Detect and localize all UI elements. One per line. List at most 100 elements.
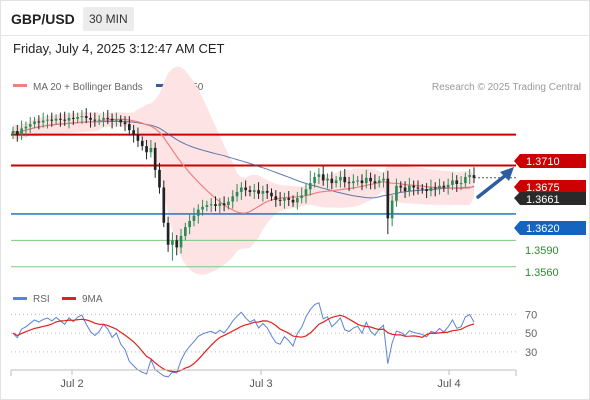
candle-body <box>451 180 454 185</box>
candle <box>433 182 437 197</box>
price-label-current: 1.3661 <box>514 192 586 206</box>
candle-body <box>50 119 54 121</box>
candle <box>304 183 308 204</box>
candle-body <box>24 126 28 129</box>
candle <box>123 116 127 132</box>
candle <box>334 176 338 188</box>
price-label-r1: 1.3675 <box>514 180 586 194</box>
candle-body <box>472 175 476 178</box>
candle <box>248 185 252 197</box>
candle <box>459 176 463 191</box>
candle <box>71 110 75 125</box>
candle-body <box>179 235 183 248</box>
candle <box>425 183 428 199</box>
candle-body <box>54 118 58 121</box>
candle-body <box>20 128 23 135</box>
ma20-line <box>12 118 475 214</box>
bollinger-band-area <box>13 66 474 275</box>
candle-body <box>438 185 441 189</box>
rsi-ma-legend-swatch <box>62 297 76 300</box>
candle <box>106 109 110 125</box>
candle <box>377 176 381 188</box>
candle-body <box>15 131 19 135</box>
candle <box>89 112 92 128</box>
candle-body <box>429 187 433 192</box>
ma20-legend-label: MA 20 + Bollinger Bands <box>33 82 143 93</box>
candle <box>235 183 239 202</box>
candle-body <box>59 118 62 120</box>
price-levels <box>11 133 516 268</box>
candle <box>24 121 28 137</box>
candle-body <box>106 117 110 119</box>
candle <box>429 179 433 197</box>
header-divider <box>0 35 590 36</box>
forecast-arrow <box>476 167 514 199</box>
candle-body <box>119 119 123 123</box>
candle <box>214 196 217 212</box>
candle-body <box>300 195 303 199</box>
candle-body <box>240 187 243 192</box>
candle <box>166 216 170 252</box>
candle <box>145 139 148 160</box>
timeframe-button[interactable]: 30 MIN <box>83 7 134 31</box>
candle-body <box>339 176 342 181</box>
candle-body <box>235 191 239 197</box>
candle <box>162 180 166 228</box>
candle-body <box>227 201 230 206</box>
rsi-level-label-50: 50 <box>525 328 537 340</box>
candle <box>179 228 183 254</box>
rsi-ma-line <box>12 314 475 373</box>
candle-body <box>110 118 114 121</box>
candle-body <box>455 180 459 184</box>
candle-body <box>291 199 295 203</box>
candle <box>352 174 355 190</box>
time-tick-label-2: Jul 4 <box>437 378 460 390</box>
candle <box>451 172 454 191</box>
candle-body <box>33 121 36 125</box>
candle-body <box>420 188 424 190</box>
candle <box>227 197 230 210</box>
candle-body <box>360 180 364 184</box>
candle <box>136 127 140 147</box>
candle-body <box>201 206 204 210</box>
candle <box>175 235 179 256</box>
candle <box>265 183 269 199</box>
candle <box>317 168 321 184</box>
candle <box>153 142 157 178</box>
candle <box>59 112 62 127</box>
candle-body <box>218 203 222 206</box>
candle <box>28 117 32 133</box>
candle <box>76 112 79 124</box>
candle <box>296 191 299 210</box>
time-tick-label-1: Jul 3 <box>249 378 272 390</box>
candle <box>205 200 209 212</box>
candle-body <box>71 117 75 119</box>
candle-body <box>184 227 187 236</box>
candle-body <box>296 198 299 203</box>
candle-body <box>261 191 265 194</box>
candle-body <box>205 205 209 207</box>
price-label-pivot: 1.3620 <box>514 221 586 235</box>
candle <box>399 181 403 192</box>
candle-body <box>127 124 131 131</box>
candle-body <box>158 169 161 188</box>
candle-body <box>395 185 398 201</box>
candle-body <box>390 200 394 219</box>
candle-body <box>93 119 97 121</box>
candle-body <box>145 146 148 153</box>
candle <box>446 178 450 195</box>
candle-body <box>132 130 135 135</box>
price-label-pivot-text: 1.3620 <box>526 223 560 235</box>
candle-body <box>352 181 355 184</box>
candle <box>412 180 416 196</box>
candle-body <box>175 240 179 248</box>
candle <box>127 116 131 136</box>
candle <box>11 126 15 140</box>
ma20-legend-swatch <box>13 84 27 87</box>
candle <box>330 171 334 190</box>
candle <box>343 169 347 188</box>
time-axis-ticks: Jul 2 Jul 3 Jul 4 <box>60 370 461 390</box>
candle <box>201 199 204 216</box>
bollinger-band <box>13 66 474 275</box>
